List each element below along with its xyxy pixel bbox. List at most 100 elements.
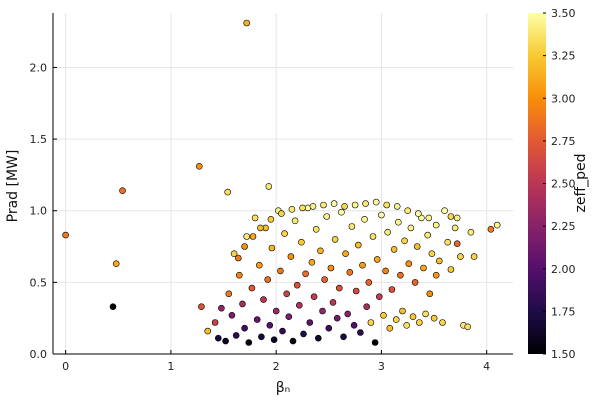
data-point bbox=[470, 253, 478, 260]
data-point bbox=[258, 333, 265, 341]
data-point bbox=[327, 264, 335, 272]
data-point bbox=[359, 261, 366, 269]
data-point bbox=[451, 224, 459, 232]
data-point bbox=[405, 260, 413, 268]
data-point bbox=[493, 221, 501, 229]
x-tick-label: 0 bbox=[62, 360, 69, 373]
data-point bbox=[279, 327, 286, 335]
colorbar-tick-label: 2.00 bbox=[551, 263, 576, 276]
data-point bbox=[330, 200, 338, 207]
data-point bbox=[422, 310, 429, 318]
axes bbox=[52, 13, 513, 355]
colorbar-tick-label: 3.25 bbox=[551, 50, 576, 63]
colorbar-title: zeff_ped bbox=[573, 154, 589, 213]
data-point bbox=[403, 321, 411, 329]
data-point bbox=[251, 214, 259, 222]
data-point bbox=[266, 321, 274, 329]
data-point bbox=[386, 324, 394, 332]
y-tick-label: 0.0 bbox=[30, 348, 48, 361]
data-point bbox=[285, 313, 293, 321]
data-point bbox=[447, 266, 455, 273]
data-point bbox=[248, 284, 256, 292]
data-point bbox=[196, 163, 203, 170]
data-point bbox=[232, 332, 240, 339]
data-point bbox=[239, 300, 246, 308]
data-point bbox=[331, 236, 339, 243]
data-point bbox=[388, 286, 396, 293]
data-point bbox=[320, 201, 327, 209]
data-point bbox=[109, 303, 117, 311]
data-point bbox=[352, 287, 360, 295]
colorbar-gradient bbox=[528, 13, 546, 354]
grid bbox=[53, 13, 513, 355]
data-point bbox=[380, 311, 387, 319]
data-point bbox=[371, 339, 379, 346]
data-point bbox=[308, 258, 316, 266]
data-point bbox=[335, 284, 343, 292]
data-point bbox=[447, 213, 455, 220]
data-point bbox=[464, 323, 472, 331]
data-point bbox=[390, 246, 398, 253]
data-point bbox=[321, 276, 328, 283]
data-point bbox=[375, 293, 383, 301]
y-tick-label: 1.5 bbox=[30, 133, 48, 146]
data-point bbox=[338, 208, 345, 216]
data-point bbox=[425, 214, 433, 222]
data-point bbox=[378, 211, 385, 219]
data-point bbox=[241, 243, 248, 250]
data-point bbox=[407, 224, 415, 232]
data-point bbox=[414, 210, 422, 217]
x-tick-label: 2 bbox=[273, 360, 280, 373]
data-point bbox=[384, 228, 392, 236]
data-point bbox=[399, 307, 406, 315]
data-point bbox=[413, 243, 421, 250]
x-axis-title: βₙ bbox=[276, 380, 291, 396]
data-point bbox=[487, 226, 495, 233]
data-point bbox=[409, 313, 417, 321]
data-point bbox=[245, 339, 253, 346]
data-point bbox=[430, 314, 438, 322]
data-point bbox=[344, 310, 352, 318]
data-point bbox=[225, 290, 233, 298]
data-point bbox=[432, 221, 440, 229]
data-point bbox=[264, 276, 272, 283]
data-point bbox=[312, 226, 320, 233]
data-point bbox=[428, 250, 436, 257]
data-point bbox=[272, 307, 280, 315]
data-point bbox=[363, 303, 371, 311]
data-point bbox=[268, 244, 276, 252]
data-point bbox=[218, 304, 225, 312]
x-tick-label: 1 bbox=[167, 360, 174, 373]
data-point bbox=[397, 271, 404, 279]
data-point bbox=[457, 253, 464, 260]
data-point bbox=[291, 217, 299, 225]
data-point bbox=[198, 303, 205, 311]
data-point bbox=[392, 316, 400, 323]
data-point bbox=[424, 231, 432, 239]
plot-area: 0 1 2 3 4 0.0 0.5 1.0 1.5 2.0 bbox=[30, 13, 513, 373]
data-point bbox=[394, 218, 402, 226]
data-point bbox=[346, 268, 354, 276]
data-point bbox=[426, 290, 434, 298]
data-point bbox=[357, 329, 364, 336]
colorbar-tick-label: 1.50 bbox=[551, 348, 576, 361]
data-point bbox=[204, 327, 211, 335]
data-point bbox=[302, 270, 309, 278]
data-point bbox=[372, 198, 380, 206]
data-point bbox=[453, 240, 461, 247]
data-point bbox=[309, 203, 317, 210]
data-point bbox=[439, 319, 446, 326]
data-point bbox=[453, 214, 461, 222]
data-point bbox=[362, 200, 369, 207]
data-point bbox=[393, 203, 401, 210]
data-point bbox=[317, 247, 324, 255]
data-point bbox=[444, 238, 452, 246]
data-point bbox=[441, 207, 448, 214]
data-point bbox=[253, 316, 261, 323]
x-tick-label: 3 bbox=[378, 360, 385, 373]
data-point bbox=[235, 254, 242, 262]
data-point bbox=[314, 334, 322, 342]
data-point bbox=[310, 293, 318, 301]
data-point bbox=[319, 307, 326, 315]
